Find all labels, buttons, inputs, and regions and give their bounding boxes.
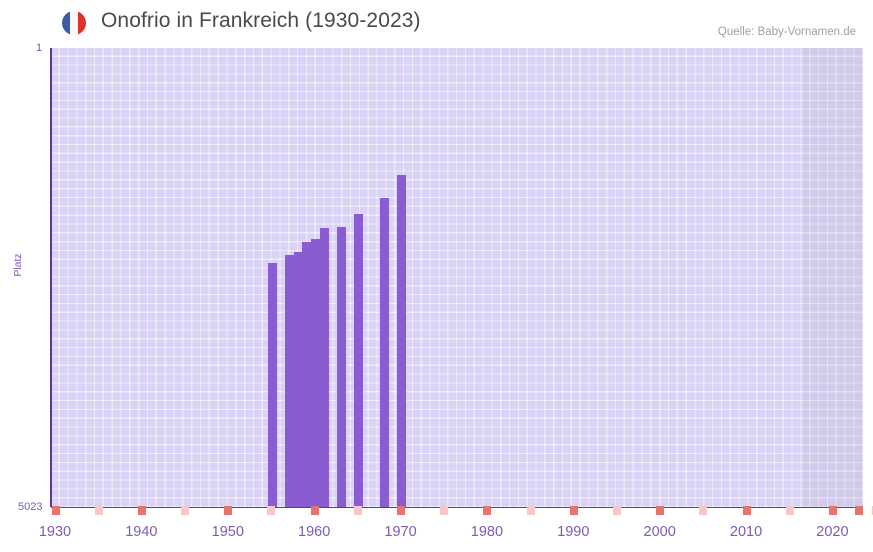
chart-header: Onofrio in Frankreich (1930-2023) Quelle… bbox=[0, 0, 873, 44]
bar[interactable] bbox=[310, 239, 320, 507]
x-axis-tick-label: 1950 bbox=[211, 524, 244, 540]
plot-area bbox=[51, 48, 863, 507]
x-axis-minor-tick-mark bbox=[440, 506, 449, 515]
x-axis-tick-label: 1930 bbox=[38, 524, 72, 540]
page-title: Onofrio in Frankreich (1930-2023) bbox=[101, 9, 421, 32]
x-axis-tick-label: 1940 bbox=[125, 524, 158, 540]
x-axis-tick-label: 2020 bbox=[816, 524, 849, 540]
bar[interactable] bbox=[397, 175, 407, 507]
x-axis-minor-tick-mark bbox=[699, 506, 708, 515]
x-axis-tick-label: 1990 bbox=[557, 524, 590, 540]
x-axis-tick-label: 1960 bbox=[298, 524, 331, 540]
bar[interactable] bbox=[336, 226, 346, 507]
bar[interactable] bbox=[293, 252, 303, 507]
x-axis-tick-mark bbox=[310, 506, 319, 515]
bar[interactable] bbox=[319, 228, 329, 507]
x-axis-tick-mark bbox=[397, 506, 406, 515]
x-axis-minor-tick-mark bbox=[94, 506, 103, 515]
y-axis-title: Platz bbox=[12, 253, 24, 277]
x-axis-tick-label: 1980 bbox=[470, 524, 504, 540]
x-axis-minor-tick-mark bbox=[267, 506, 276, 515]
x-axis-tick-mark bbox=[137, 506, 146, 515]
bar[interactable] bbox=[285, 254, 295, 507]
x-axis-minor-tick-mark bbox=[785, 506, 794, 515]
x-axis-tick-label: 2000 bbox=[643, 524, 676, 540]
x-axis-tick-mark bbox=[742, 506, 751, 515]
bar[interactable] bbox=[267, 263, 277, 507]
bar[interactable] bbox=[354, 213, 364, 507]
x-axis-tick-mark bbox=[483, 506, 492, 515]
x-axis-tick-mark bbox=[569, 506, 578, 515]
x-axis-tick-label: 1970 bbox=[384, 524, 417, 540]
shaded-forecast-band bbox=[802, 48, 863, 507]
x-axis-tick-mark bbox=[828, 506, 837, 515]
france-flag-icon bbox=[62, 11, 86, 35]
x-axis-minor-tick-mark bbox=[612, 506, 621, 515]
x-axis-tick-label: 2010 bbox=[729, 524, 763, 540]
bar[interactable] bbox=[380, 198, 390, 507]
source-attribution: Quelle: Baby-Vornamen.de bbox=[717, 26, 856, 38]
x-axis-line bbox=[51, 506, 863, 508]
x-axis-tick-mark bbox=[656, 506, 665, 515]
x-axis-tick-mark-end bbox=[855, 506, 863, 515]
x-axis-minor-tick-mark bbox=[526, 506, 535, 515]
y-axis-line bbox=[50, 48, 52, 507]
x-axis-tick-mark bbox=[51, 506, 60, 515]
x-axis-minor-tick-mark bbox=[353, 506, 362, 515]
x-axis-minor-tick-mark bbox=[181, 506, 190, 515]
x-axis-tick-mark bbox=[224, 506, 233, 515]
bar[interactable] bbox=[302, 242, 312, 507]
